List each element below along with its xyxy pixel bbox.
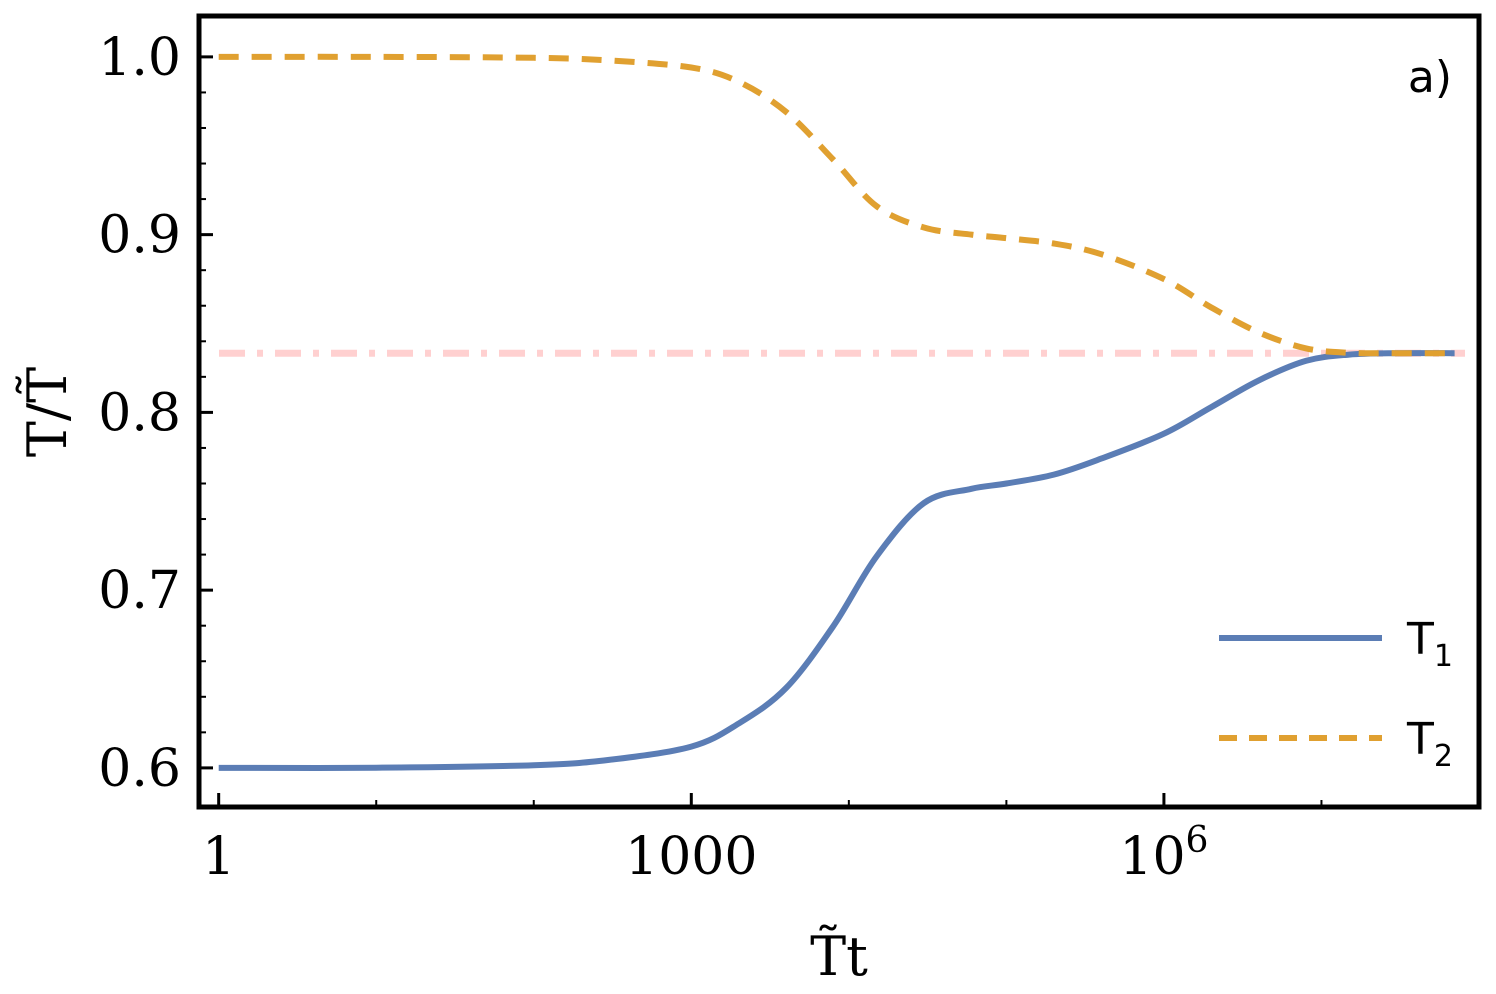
series-layer xyxy=(218,53,1455,771)
y-axis-ticks: 0.6 0.7 0.8 0.9 1.0 xyxy=(98,28,213,799)
y-tick-label: 0.6 xyxy=(98,739,181,799)
legend-subscript-t2: 2 xyxy=(1434,739,1453,774)
legend-name-t1: T xyxy=(1406,614,1434,665)
x-axis-ticks: 1 1000 106 xyxy=(202,793,1323,887)
y-tick-label: 0.8 xyxy=(98,383,181,443)
y-axis-label: T/T̃ xyxy=(15,367,79,457)
legend-subscript-t1: 1 xyxy=(1434,639,1453,674)
x-axis-label: T̃t xyxy=(810,924,868,988)
y-tick-label: 0.9 xyxy=(98,206,181,266)
legend-name-t2: T xyxy=(1406,714,1434,765)
x-tick-label: 1000 xyxy=(625,827,757,887)
y-tick-label: 1.0 xyxy=(98,28,181,88)
series-line-t1 xyxy=(218,350,1455,771)
panel-label: a) xyxy=(1408,52,1452,103)
series-line-t2 xyxy=(218,53,1455,357)
legend: T1 T2 xyxy=(1219,614,1453,774)
x-tick-label-exponent: 6 xyxy=(1186,820,1209,861)
plot-frame xyxy=(196,13,1482,810)
legend-label-t2: T2 xyxy=(1406,714,1453,774)
legend-label-t1: T1 xyxy=(1406,614,1453,674)
x-tick-label-base: 10 xyxy=(1119,827,1185,887)
y-tick-label: 0.7 xyxy=(98,561,181,621)
x-tick-label: 1 xyxy=(202,827,235,887)
x-tick-label: 106 xyxy=(1119,820,1208,887)
